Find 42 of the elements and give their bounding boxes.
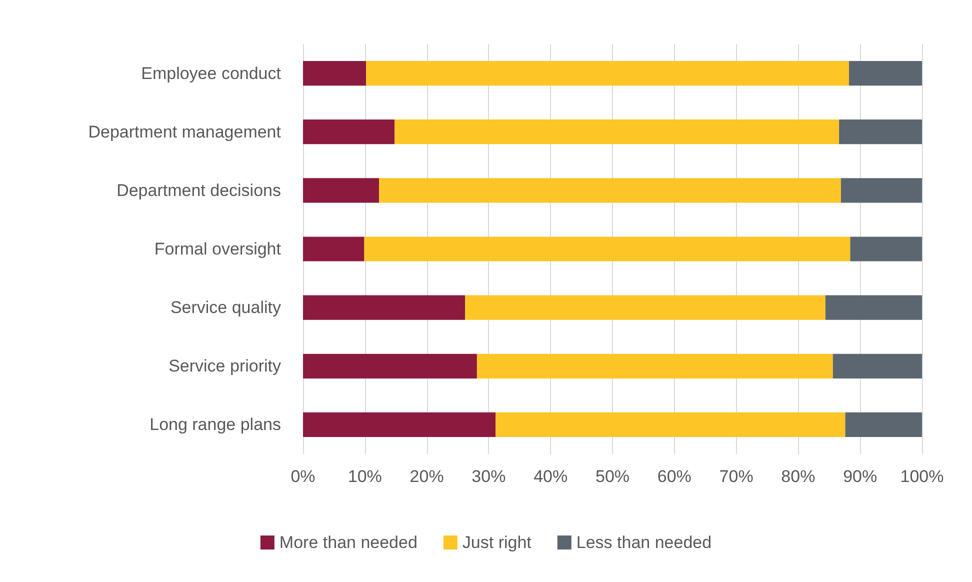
bar — [850, 236, 922, 262]
bar — [465, 295, 826, 320]
y-tick-label: Service priority — [168, 356, 282, 376]
y-tick-label: Long range plans — [150, 415, 281, 434]
legend-label: More than needed — [279, 533, 418, 552]
x-tick-label: 40% — [534, 467, 568, 486]
bar — [303, 60, 366, 86]
bar — [845, 412, 922, 438]
x-tick-label: 100% — [900, 467, 944, 486]
x-tick-label: 0% — [290, 467, 316, 486]
y-tick-label: Employee conduct — [141, 64, 282, 83]
x-tick-label: 50% — [595, 467, 630, 486]
bar — [848, 60, 922, 86]
bar — [303, 120, 395, 144]
bar — [303, 295, 466, 320]
y-tick-label: Service quality — [170, 298, 282, 318]
x-tick-label: 90% — [843, 467, 878, 486]
x-tick-label: 30% — [472, 467, 506, 486]
bar — [394, 120, 840, 144]
bar — [496, 412, 846, 438]
y-tick-label: Department management — [88, 122, 282, 142]
bar — [303, 236, 364, 262]
x-tick-label: 70% — [719, 467, 754, 486]
bar — [303, 354, 477, 378]
y-tick-label: Formal oversight — [154, 240, 282, 258]
bar — [303, 178, 380, 203]
legend-label: Just right — [462, 533, 532, 552]
bar — [476, 354, 833, 378]
bar — [839, 120, 922, 144]
y-tick-label: Department decisions — [116, 180, 281, 200]
x-tick-label: 10% — [348, 467, 382, 486]
bar — [840, 178, 922, 203]
bar — [825, 295, 922, 320]
bar — [364, 236, 850, 262]
x-tick-label: 80% — [781, 467, 816, 486]
bar — [832, 354, 922, 378]
bar — [379, 178, 841, 203]
x-tick-label: 20% — [410, 467, 444, 486]
legend-label: Less than needed — [576, 533, 712, 552]
bar — [303, 412, 496, 438]
bar — [366, 60, 849, 86]
x-tick-label: 60% — [657, 467, 692, 486]
